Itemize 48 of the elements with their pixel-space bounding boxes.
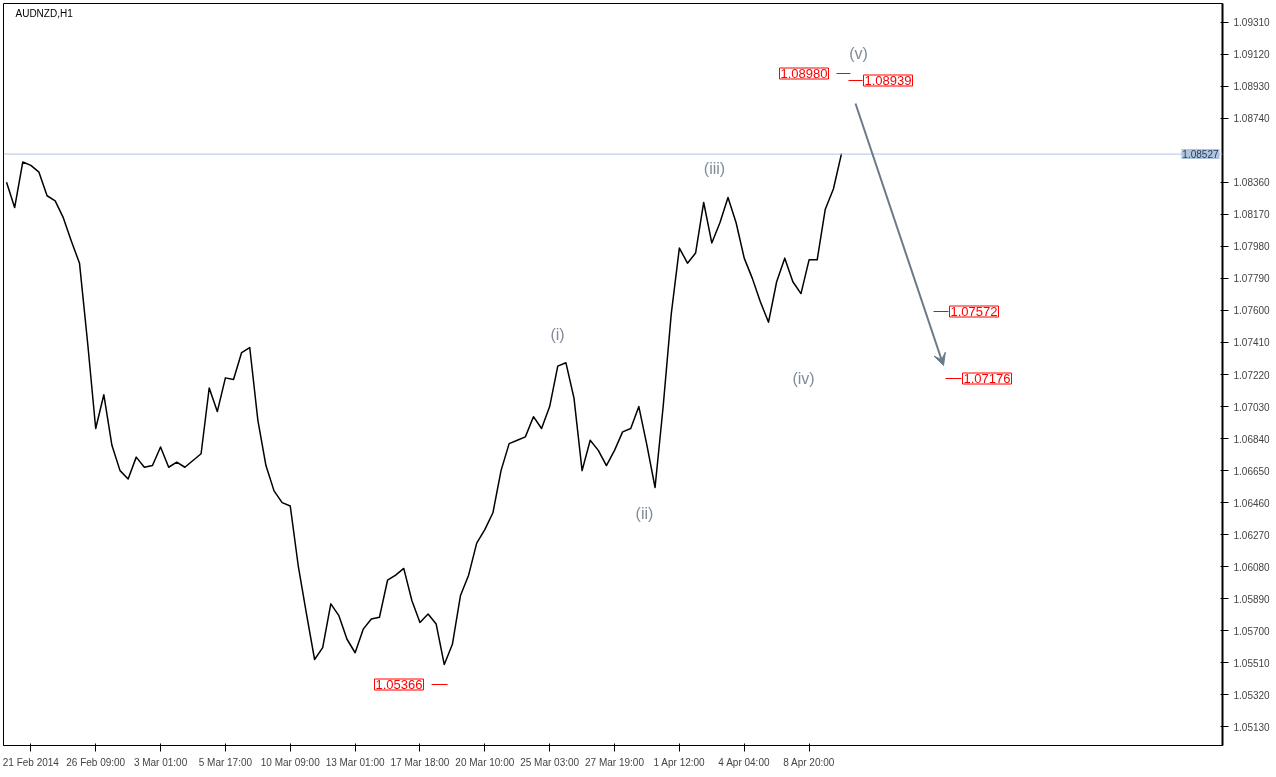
- x-tick-label: 10 Mar 09:00: [260, 756, 321, 768]
- x-tick-label: 8 Apr 20:00: [783, 756, 835, 768]
- y-tick-label: 1.08740: [1233, 113, 1271, 125]
- y-tick-label: 1.07220: [1233, 369, 1271, 381]
- annotation: 1.07176: [963, 371, 1011, 386]
- y-tick-label: 1.09310: [1233, 17, 1271, 29]
- y-tick-label: 1.06270: [1233, 529, 1271, 541]
- y-tick-label: 1.07790: [1233, 273, 1271, 285]
- x-tick-label: 1 Apr 12:00: [653, 756, 706, 768]
- x-tick-label: 17 Mar 18:00: [390, 756, 450, 768]
- line-series: [5, 152, 843, 666]
- x-tick-label: 4 Apr 04:00: [718, 756, 770, 768]
- annotation: 1.05366: [375, 677, 423, 692]
- annotation: (i): [550, 326, 565, 343]
- y-tick-label: 1.07980: [1233, 241, 1271, 253]
- annotation: (iii): [703, 160, 726, 177]
- x-tick-label: 20 Mar 10:00: [455, 756, 515, 768]
- chart-title: AUDNZD,H1: [15, 8, 74, 19]
- y-tick-label: 1.09120: [1233, 49, 1271, 61]
- y-tick-label: 1.06080: [1233, 561, 1271, 573]
- x-tick-label: 25 Mar 03:00: [520, 756, 580, 768]
- y-tick-label: 1.08360: [1233, 177, 1271, 189]
- x-tick-label: 13 Mar 01:00: [325, 756, 386, 768]
- annotation: 1.08980: [780, 66, 828, 81]
- ref-line-label: 1.08527: [1182, 149, 1219, 161]
- y-tick-label: 1.05700: [1233, 625, 1271, 637]
- annotation: (v): [849, 45, 868, 62]
- x-tick-label: 27 Mar 19:00: [585, 756, 645, 768]
- x-tick-label: 21 Feb 2014: [2, 756, 60, 768]
- x-tick-label: 5 Mar 17:00: [198, 756, 253, 768]
- y-tick-label: 1.06840: [1233, 433, 1271, 445]
- y-tick-label: 1.05510: [1233, 657, 1271, 669]
- y-tick-label: 1.05320: [1233, 689, 1271, 701]
- annotation: (ii): [635, 505, 654, 522]
- y-tick-label: 1.06460: [1233, 497, 1271, 509]
- annotation: (iv): [792, 370, 815, 387]
- y-tick-label: 1.05130: [1233, 721, 1271, 733]
- y-tick-label: 1.07030: [1233, 401, 1271, 413]
- y-tick-label: 1.06650: [1233, 465, 1271, 477]
- x-tick-label: 26 Feb 09:00: [66, 756, 126, 768]
- annotation: 1.07572: [950, 304, 998, 319]
- y-tick-label: 1.08170: [1233, 209, 1271, 221]
- y-tick-label: 1.08930: [1233, 81, 1271, 93]
- y-tick-label: 1.07410: [1233, 337, 1271, 349]
- y-tick-label: 1.05890: [1233, 593, 1271, 605]
- x-tick-label: 3 Mar 01:00: [133, 756, 188, 768]
- y-tick-label: 1.07600: [1233, 305, 1271, 317]
- annotation: 1.08939: [864, 73, 912, 88]
